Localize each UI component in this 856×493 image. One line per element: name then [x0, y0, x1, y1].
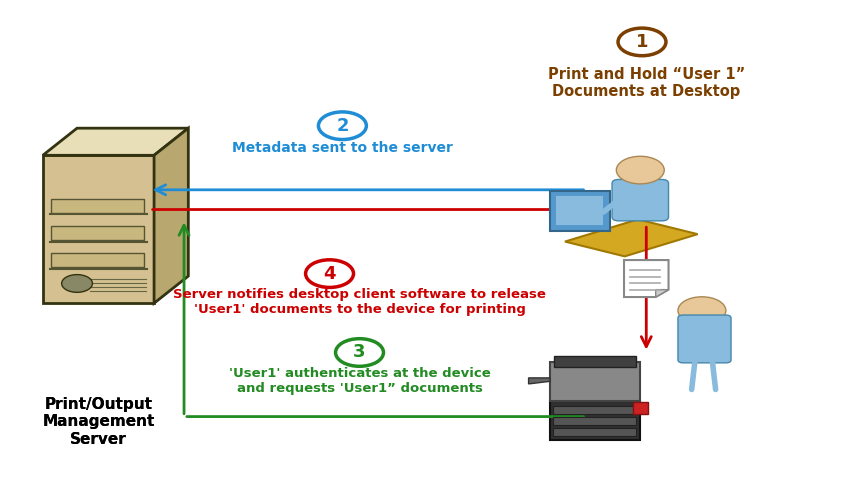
- Polygon shape: [43, 155, 154, 303]
- Polygon shape: [624, 260, 669, 297]
- Polygon shape: [565, 219, 698, 256]
- Text: 4: 4: [324, 265, 336, 282]
- FancyBboxPatch shape: [550, 191, 610, 231]
- Text: 2: 2: [336, 117, 348, 135]
- Text: Server notifies desktop client software to release
'User1' documents to the devi: Server notifies desktop client software …: [173, 288, 546, 317]
- Polygon shape: [154, 128, 188, 303]
- Circle shape: [616, 156, 664, 184]
- FancyBboxPatch shape: [550, 362, 639, 401]
- FancyBboxPatch shape: [51, 253, 144, 267]
- FancyBboxPatch shape: [555, 356, 635, 367]
- FancyBboxPatch shape: [678, 315, 731, 363]
- FancyBboxPatch shape: [550, 401, 639, 440]
- Polygon shape: [656, 289, 669, 297]
- Text: 'User1' authenticates at the device
and requests 'User1” documents: 'User1' authenticates at the device and …: [229, 367, 490, 395]
- Text: Print/Output
Management
Server: Print/Output Management Server: [42, 397, 155, 447]
- FancyBboxPatch shape: [556, 196, 603, 225]
- FancyBboxPatch shape: [612, 179, 669, 221]
- Circle shape: [62, 275, 92, 292]
- FancyBboxPatch shape: [553, 406, 636, 414]
- Text: Print/Output
Management
Server: Print/Output Management Server: [42, 397, 155, 447]
- Circle shape: [678, 297, 726, 324]
- Polygon shape: [528, 378, 550, 384]
- FancyBboxPatch shape: [51, 199, 144, 213]
- FancyBboxPatch shape: [553, 417, 636, 425]
- Text: 3: 3: [354, 344, 366, 361]
- Text: Print and Hold “User 1”
Documents at Desktop: Print and Hold “User 1” Documents at Des…: [548, 67, 745, 99]
- FancyBboxPatch shape: [553, 428, 636, 436]
- FancyBboxPatch shape: [633, 402, 649, 414]
- FancyBboxPatch shape: [51, 226, 144, 240]
- Text: Metadata sent to the server: Metadata sent to the server: [232, 141, 453, 154]
- Polygon shape: [43, 128, 188, 155]
- Text: 1: 1: [636, 33, 648, 51]
